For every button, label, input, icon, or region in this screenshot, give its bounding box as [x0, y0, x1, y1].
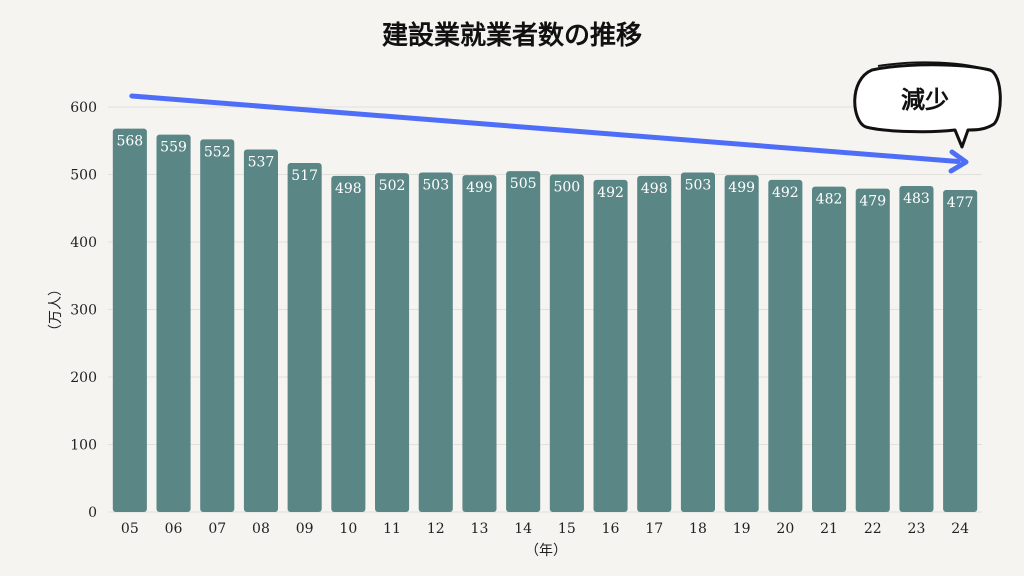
bar — [680, 172, 715, 512]
data-label: 492 — [597, 185, 624, 201]
bar — [899, 185, 934, 512]
y-tick-label: 600 — [70, 100, 97, 116]
x-tick-label: 12 — [427, 521, 445, 537]
data-labels: 568 559 552 537 517 498 502 503 499 505 500 492 498 5… — [116, 134, 973, 211]
x-tick-label: 11 — [383, 521, 401, 537]
x-tick-label: 22 — [864, 521, 882, 537]
y-axis-label: （万人） — [48, 282, 64, 338]
y-tick-label: 500 — [70, 168, 97, 184]
x-tick-label: 19 — [733, 521, 751, 537]
x-tick-label: 17 — [645, 521, 663, 537]
bar — [156, 134, 191, 513]
data-label: 482 — [816, 192, 843, 208]
data-label: 498 — [641, 181, 668, 197]
data-label: 479 — [859, 194, 886, 210]
data-label: 537 — [248, 155, 275, 171]
bar — [418, 172, 453, 512]
bar — [943, 190, 978, 512]
bar — [200, 139, 235, 512]
data-label: 517 — [291, 168, 318, 184]
data-label: 498 — [335, 181, 362, 197]
trend-arrow — [129, 93, 969, 174]
x-tick-label: 09 — [296, 521, 314, 537]
y-tick-label: 300 — [70, 303, 97, 319]
bar — [812, 186, 847, 512]
data-label: 499 — [728, 180, 755, 196]
trend-arrow-head — [948, 149, 969, 174]
data-label: 559 — [160, 140, 187, 156]
data-label: 500 — [553, 180, 580, 196]
x-tick-label: 20 — [776, 521, 794, 537]
y-tick-label: 200 — [70, 370, 97, 386]
callout-bubble: 減少 — [853, 61, 1002, 149]
data-label: 552 — [204, 144, 231, 160]
gridlines — [108, 106, 982, 513]
x-tick-label: 18 — [689, 521, 707, 537]
x-tick-label: 24 — [951, 521, 969, 537]
data-label: 503 — [685, 177, 712, 193]
bar — [375, 173, 410, 512]
y-tick-label: 0 — [88, 505, 97, 521]
x-tick-label: 10 — [339, 521, 357, 537]
bar — [243, 149, 278, 512]
bar — [331, 175, 366, 512]
bars — [112, 128, 978, 513]
bar — [637, 175, 672, 512]
x-tick-label: 13 — [471, 521, 489, 537]
x-tick-label: 14 — [514, 521, 532, 537]
callout-bubble-sketch-line — [877, 61, 995, 73]
x-tick-label: 05 — [121, 521, 139, 537]
data-label: 568 — [116, 134, 143, 150]
data-label: 503 — [422, 177, 449, 193]
callout-text: 減少 — [901, 86, 949, 114]
bar — [724, 175, 759, 513]
x-tick-label: 06 — [165, 521, 183, 537]
x-tick-label: 16 — [602, 521, 620, 537]
y-tick-labels: 0 100 200 300 400 500 600 — [70, 100, 97, 521]
y-tick-label: 100 — [70, 438, 97, 454]
x-axis-label: （年） — [525, 543, 567, 559]
x-tick-label: 07 — [208, 521, 226, 537]
y-tick-label: 400 — [70, 235, 97, 251]
x-tick-label: 21 — [820, 521, 838, 537]
x-tick-label: 23 — [908, 521, 926, 537]
bar — [287, 163, 322, 512]
bar — [768, 179, 803, 512]
bar — [855, 188, 890, 513]
bar — [593, 179, 628, 512]
x-tick-label: 15 — [558, 521, 576, 537]
data-label: 505 — [510, 176, 537, 192]
bar — [112, 128, 147, 512]
data-label: 499 — [466, 180, 493, 196]
bar — [462, 175, 497, 513]
x-tick-labels: 05 06 07 08 09 10 11 12 13 14 15 16 17 18 19 20 21 22 23 24 — [121, 521, 969, 537]
x-tick-label: 08 — [252, 521, 270, 537]
trend-arrow-line — [129, 93, 961, 164]
bar — [549, 174, 584, 512]
data-label: 492 — [772, 185, 799, 201]
data-label: 502 — [379, 178, 406, 194]
bar — [506, 171, 541, 512]
data-label: 477 — [947, 195, 974, 211]
data-label: 483 — [903, 191, 930, 207]
chart-title: 建設業就業者数の推移 — [382, 20, 642, 51]
